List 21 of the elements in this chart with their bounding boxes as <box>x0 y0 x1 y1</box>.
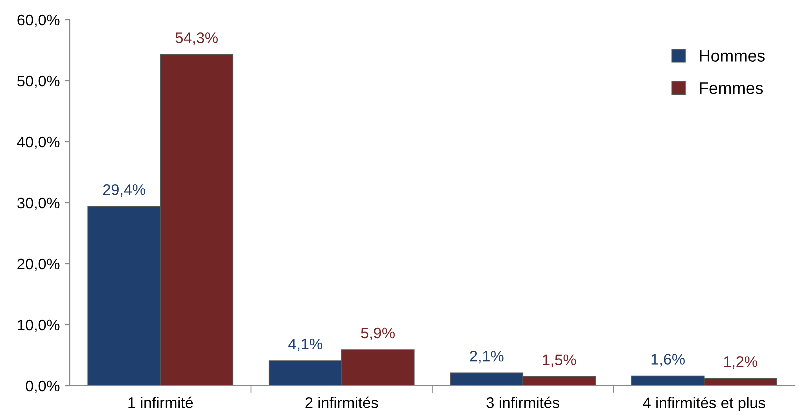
legend-label: Femmes <box>700 82 764 94</box>
legend-label: Hommes <box>700 50 765 62</box>
data-label: 1,2% <box>724 356 758 370</box>
y-tick-label: 60,0% <box>18 14 60 28</box>
data-label: 1,6% <box>652 354 685 367</box>
data-label: 29,4% <box>103 184 146 198</box>
data-label: 1,5% <box>543 354 576 368</box>
y-tick-label: 0,0% <box>26 380 60 394</box>
y-tick-label: 30,0% <box>18 198 60 210</box>
data-label: 54,3% <box>176 32 218 46</box>
y-tick-label: 50,0% <box>18 76 60 88</box>
x-tick-label: 2 infirmités <box>306 396 378 408</box>
data-label: 4,1% <box>288 338 322 352</box>
y-tick-label: 10,0% <box>18 320 60 332</box>
y-tick-label: 20,0% <box>18 258 60 272</box>
data-label: 2,1% <box>470 351 504 364</box>
x-tick-label: 3 infirmités <box>486 396 560 408</box>
data-label: 5,9% <box>361 328 395 340</box>
x-tick-label: 1 infirmité <box>128 396 194 408</box>
y-tick-label: 40,0% <box>17 136 60 150</box>
x-tick-label: 4 infirmités et plus <box>643 397 766 412</box>
